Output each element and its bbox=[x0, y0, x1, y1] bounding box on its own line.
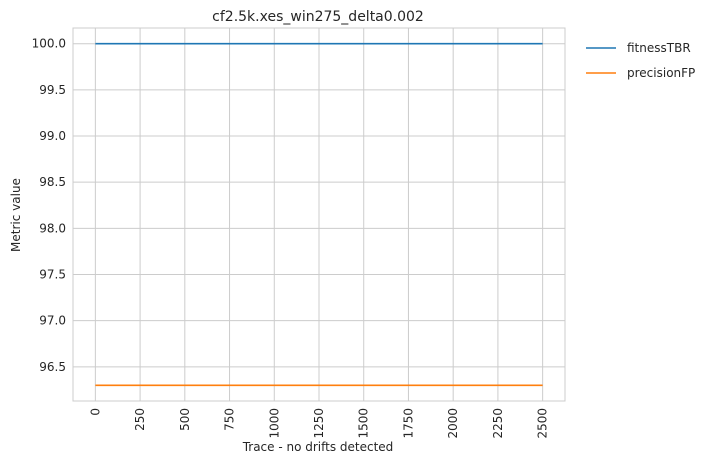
legend: fitnessTBR precisionFP bbox=[586, 41, 695, 80]
y-tick-label: 99.5 bbox=[39, 83, 66, 97]
x-tick-label: 1750 bbox=[401, 408, 415, 439]
y-tick-label: 98.5 bbox=[39, 175, 66, 189]
plot-frame bbox=[72, 27, 566, 402]
y-tick-label: 96.5 bbox=[39, 360, 66, 374]
y-tick-label: 97.0 bbox=[39, 314, 66, 328]
y-axis-ticks: 96.5 97.0 97.5 98.0 98.5 99.0 99.5 100.0 bbox=[32, 37, 66, 374]
x-tick-label: 2500 bbox=[536, 408, 550, 439]
x-tick-label: 500 bbox=[178, 408, 192, 431]
y-tick-label: 98.0 bbox=[39, 221, 66, 235]
y-tick-label: 97.5 bbox=[39, 268, 66, 282]
y-tick-label: 100.0 bbox=[32, 37, 66, 51]
series-layer bbox=[95, 42, 543, 387]
x-tick-label: 250 bbox=[133, 408, 147, 431]
x-axis-ticks: 0 250 500 750 1000 1250 1500 1750 2000 2250 2500 bbox=[88, 408, 549, 439]
grid bbox=[73, 28, 565, 401]
y-tick-label: 99.0 bbox=[39, 129, 66, 143]
legend-label: fitnessTBR bbox=[627, 41, 691, 55]
x-tick-label: 750 bbox=[223, 408, 237, 431]
legend-label: precisionFP bbox=[627, 66, 695, 80]
y-axis-label: Metric value bbox=[9, 178, 23, 252]
x-axis-label: Trace - no drifts detected bbox=[242, 440, 394, 454]
x-tick-label: 1500 bbox=[357, 408, 371, 439]
x-tick-label: 1000 bbox=[267, 408, 281, 439]
x-tick-label: 0 bbox=[88, 408, 102, 416]
x-tick-label: 1250 bbox=[312, 408, 326, 439]
x-tick-label: 2250 bbox=[491, 408, 505, 439]
x-tick-label: 2000 bbox=[446, 408, 460, 439]
chart-title: cf2.5k.xes_win275_delta0.002 bbox=[212, 9, 424, 25]
